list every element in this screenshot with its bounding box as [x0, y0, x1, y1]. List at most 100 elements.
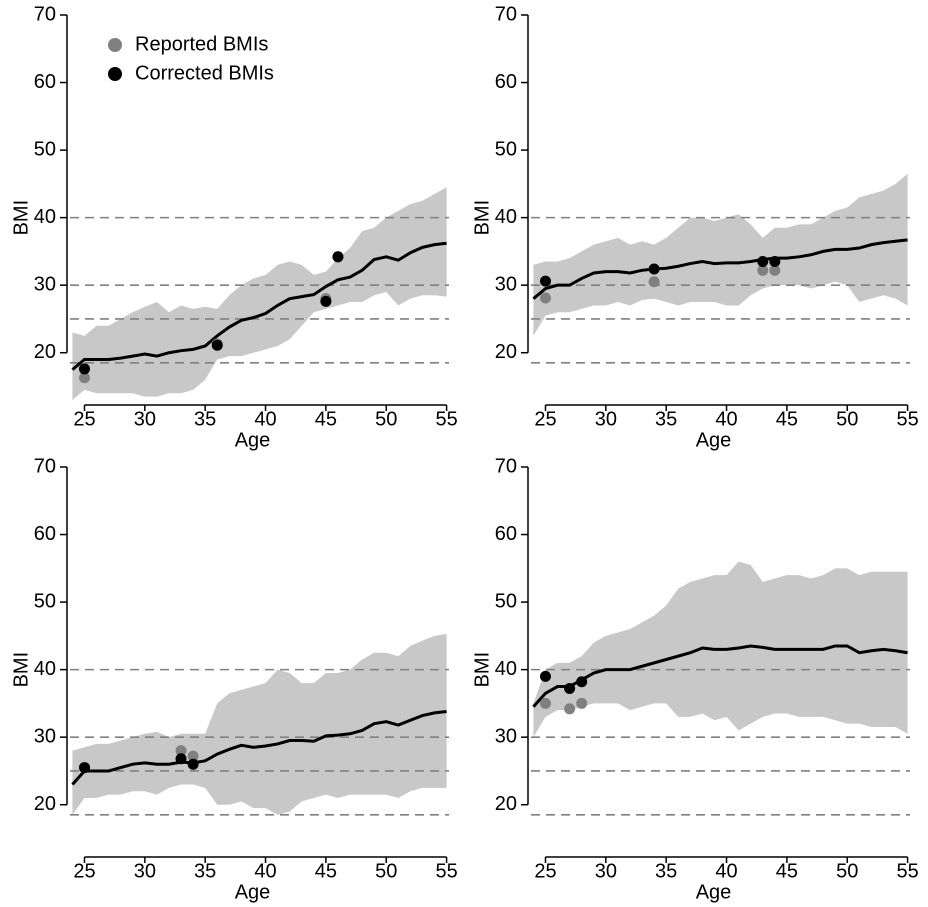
- point: [78, 372, 90, 384]
- x-tick-label: 35: [194, 860, 216, 882]
- x-tick-label: 25: [534, 860, 556, 882]
- point: [539, 670, 551, 682]
- point: [648, 263, 660, 275]
- y-tick-label: 60: [34, 71, 56, 93]
- x-tick-label: 35: [655, 860, 677, 882]
- x-tick-label: 40: [715, 408, 737, 430]
- y-tick-label: 40: [34, 206, 56, 228]
- y-tick-label: 60: [495, 71, 517, 93]
- y-axis-label: BMI: [471, 200, 493, 236]
- point: [648, 276, 660, 288]
- y-axis-label: BMI: [10, 200, 32, 236]
- x-tick-label: 40: [254, 860, 276, 882]
- y-tick-label: 60: [495, 523, 517, 545]
- y-tick-label: 30: [34, 725, 56, 747]
- x-tick-label: 55: [896, 408, 918, 430]
- y-tick-label: 40: [495, 658, 517, 680]
- x-tick-label: 45: [315, 408, 337, 430]
- y-tick-label: 50: [34, 138, 56, 160]
- y-tick-label: 20: [34, 793, 56, 815]
- y-tick-label: 50: [495, 138, 517, 160]
- y-tick-label: 70: [495, 3, 517, 25]
- band: [72, 187, 447, 400]
- point: [320, 295, 332, 307]
- point: [187, 758, 199, 770]
- point: [757, 264, 769, 276]
- y-tick-label: 20: [495, 341, 517, 363]
- x-tick-label: 30: [134, 860, 156, 882]
- point: [175, 745, 187, 757]
- y-tick-label: 20: [495, 793, 517, 815]
- y-tick-label: 30: [495, 725, 517, 747]
- legend-marker: [108, 67, 122, 81]
- x-tick-label: 30: [134, 408, 156, 430]
- point: [576, 676, 588, 688]
- y-tick-label: 70: [34, 455, 56, 477]
- x-tick-label: 50: [375, 408, 397, 430]
- x-tick-label: 40: [715, 860, 737, 882]
- y-tick-label: 40: [34, 658, 56, 680]
- x-tick-label: 50: [375, 860, 397, 882]
- x-tick-label: 55: [435, 408, 457, 430]
- panel: 20 30 40 50 60 70 25 30 35 40 45 50 55 Age BMI: [10, 455, 457, 903]
- x-tick-label: 45: [776, 860, 798, 882]
- x-tick-label: 35: [655, 408, 677, 430]
- point: [564, 683, 576, 695]
- point: [78, 762, 90, 774]
- point: [332, 251, 344, 263]
- y-tick-label: 30: [495, 273, 517, 295]
- x-tick-label: 25: [534, 408, 556, 430]
- y-axis-label: BMI: [10, 652, 32, 688]
- point: [539, 275, 551, 287]
- band: [72, 633, 447, 815]
- x-tick-label: 55: [896, 860, 918, 882]
- x-tick-label: 25: [73, 860, 95, 882]
- point: [564, 703, 576, 715]
- x-tick-label: 50: [836, 860, 858, 882]
- y-tick-label: 30: [34, 273, 56, 295]
- point: [539, 697, 551, 709]
- legend-marker: [108, 38, 122, 52]
- y-axis-label: BMI: [471, 652, 493, 688]
- point: [757, 256, 769, 268]
- x-tick-label: 45: [315, 860, 337, 882]
- x-tick-label: 30: [595, 860, 617, 882]
- x-tick-label: 45: [776, 408, 798, 430]
- panel: 20 30 40 50 60 70 25 30 35 40 45 50 55 Age BMI: [471, 3, 918, 451]
- point: [576, 697, 588, 709]
- legend-label: Reported BMIs: [135, 33, 268, 55]
- y-tick-label: 50: [495, 590, 517, 612]
- x-axis-label: Age: [696, 429, 732, 451]
- y-tick-label: 70: [495, 455, 517, 477]
- y-tick-label: 70: [34, 3, 56, 25]
- band: [533, 173, 908, 336]
- y-tick-label: 20: [34, 341, 56, 363]
- y-tick-label: 60: [34, 523, 56, 545]
- point: [769, 256, 781, 268]
- line: [532, 238, 908, 300]
- x-tick-label: 40: [254, 408, 276, 430]
- point: [78, 363, 90, 375]
- x-axis-label: Age: [235, 429, 271, 451]
- y-tick-label: 40: [495, 206, 517, 228]
- line: [71, 710, 447, 786]
- line: [532, 644, 908, 708]
- point: [187, 750, 199, 762]
- point: [211, 339, 223, 351]
- point: [175, 753, 187, 765]
- y-tick-label: 50: [34, 590, 56, 612]
- x-tick-label: 55: [435, 860, 457, 882]
- point: [769, 264, 781, 276]
- x-tick-label: 50: [836, 408, 858, 430]
- legend-label: Corrected BMIs: [135, 62, 274, 84]
- x-tick-label: 30: [595, 408, 617, 430]
- panel: 20 30 40 50 60 70 25 30 35 40 45 50 55 Age BMI: [471, 455, 918, 903]
- x-axis-label: Age: [235, 881, 271, 903]
- panel: 20 30 40 50 60 70 25 30 35 40 45 50 55 Age BMI Reported…: [10, 3, 457, 451]
- point: [539, 292, 551, 304]
- x-axis-label: Age: [696, 881, 732, 903]
- x-tick-label: 25: [73, 408, 95, 430]
- x-tick-label: 35: [194, 408, 216, 430]
- line: [71, 241, 447, 371]
